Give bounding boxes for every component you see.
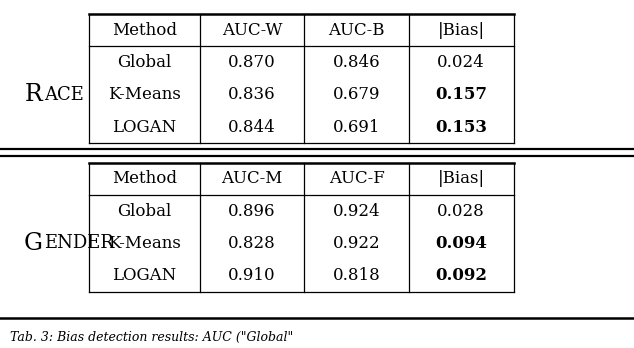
Text: 0.157: 0.157 (435, 86, 488, 103)
Text: AUC-B: AUC-B (328, 22, 385, 39)
Text: ACE: ACE (44, 86, 84, 104)
Text: Global: Global (117, 203, 171, 220)
Text: 0.910: 0.910 (228, 267, 276, 284)
Text: 0.870: 0.870 (228, 54, 276, 71)
Text: 0.094: 0.094 (436, 235, 487, 252)
Text: 0.836: 0.836 (228, 86, 276, 103)
Text: Global: Global (117, 54, 171, 71)
Text: 0.828: 0.828 (228, 235, 276, 252)
Text: 0.844: 0.844 (228, 119, 276, 136)
Text: 0.092: 0.092 (435, 267, 488, 284)
Text: Tab. 3: Bias detection results: AUC ("Global": Tab. 3: Bias detection results: AUC ("Gl… (10, 331, 293, 344)
Text: 0.818: 0.818 (333, 267, 380, 284)
Text: LOGAN: LOGAN (112, 119, 176, 136)
Text: 0.028: 0.028 (437, 203, 485, 220)
Text: Method: Method (112, 170, 177, 187)
Text: G: G (23, 232, 42, 255)
Text: 0.924: 0.924 (333, 203, 380, 220)
Text: K-Means: K-Means (108, 235, 181, 252)
Text: AUC-W: AUC-W (222, 22, 282, 39)
Text: 0.896: 0.896 (228, 203, 276, 220)
Text: |Bias|: |Bias| (437, 170, 485, 187)
Text: 0.922: 0.922 (333, 235, 380, 252)
Text: K-Means: K-Means (108, 86, 181, 103)
Text: 0.846: 0.846 (333, 54, 380, 71)
Text: 0.024: 0.024 (437, 54, 485, 71)
Text: 0.691: 0.691 (333, 119, 380, 136)
Text: Method: Method (112, 22, 177, 39)
Text: |Bias|: |Bias| (437, 22, 485, 39)
Text: 0.153: 0.153 (435, 119, 488, 136)
Text: AUC-F: AUC-F (328, 170, 385, 187)
Text: ENDER: ENDER (44, 235, 113, 252)
Text: 0.679: 0.679 (333, 86, 380, 103)
Text: LOGAN: LOGAN (112, 267, 176, 284)
Text: AUC-M: AUC-M (221, 170, 283, 187)
Text: R: R (25, 83, 42, 106)
